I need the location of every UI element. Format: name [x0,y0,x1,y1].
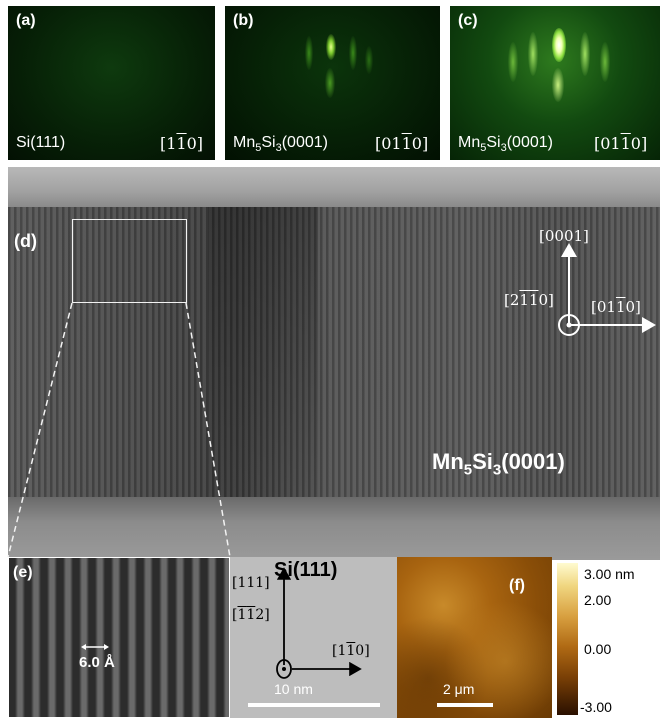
rheed-a-direction: [110] [160,134,204,153]
rheed-panel-c: (c) Mn5Si3(0001) [0110] [450,6,660,160]
axis-right-label-substrate: [110] [332,643,370,659]
afm-image-f: (f) 2 μm [397,557,552,718]
rheed-c-direction: [0110] [594,134,648,153]
substrate-image: Si(111) [111] [112] [110] 10 nm [230,557,397,718]
inset-e: (e) 6.0 Å [8,557,230,718]
zoom-box [72,219,187,303]
rheed-panel-b: (b) Mn5Si3(0001) [0110] [225,6,440,160]
axis-out-label-substrate: [112] [232,607,270,623]
colorbar-tick-min: -3.00 [580,699,612,715]
panel-label-f: (f) [509,577,525,594]
scalebar-label-substrate: 10 nm [274,681,313,697]
panel-label-d: (d) [14,231,37,251]
rheed-c-material: Mn5Si3(0001) [458,134,553,155]
spacing-arrow [81,644,109,650]
scalebar-label-afm: 2 μm [443,681,475,697]
colorbar [557,563,578,715]
rheed-b-material: Mn5Si3(0001) [233,134,328,155]
panel-label-b: (b) [233,12,254,29]
axis-right-label-d: [0110] [591,298,641,316]
crystal-axes-substrate [248,567,380,707]
crystal-axes-d [558,243,656,336]
panel-label-c: (c) [458,12,478,29]
colorbar-tick-0: 0.00 [584,641,612,657]
rheed-panel-a: (a) Si(111) [110] [8,6,215,160]
panel-label-a: (a) [16,12,36,29]
axis-up-label-substrate: [111] [232,575,270,591]
rheed-b-direction: [0110] [375,134,429,153]
axis-out-label-d: [2110] [504,291,554,309]
spacing-label: 6.0 Å [79,654,115,671]
colorbar-tick-max: 3.00 nm [584,566,635,582]
tem-image-d: (d) Mn5Si3(0001) [0001] [0110] [2110] [8,167,660,560]
colorbar-tick-2: 2.00 [584,592,612,608]
rheed-a-material: Si(111) [16,134,66,151]
film-label: Mn5Si3(0001) [432,449,565,479]
axis-out-circle [558,314,580,336]
panel-label-e: (e) [13,564,33,581]
axis-up-label-d: [0001] [539,227,589,245]
afm-scalebar-svg [437,703,493,707]
